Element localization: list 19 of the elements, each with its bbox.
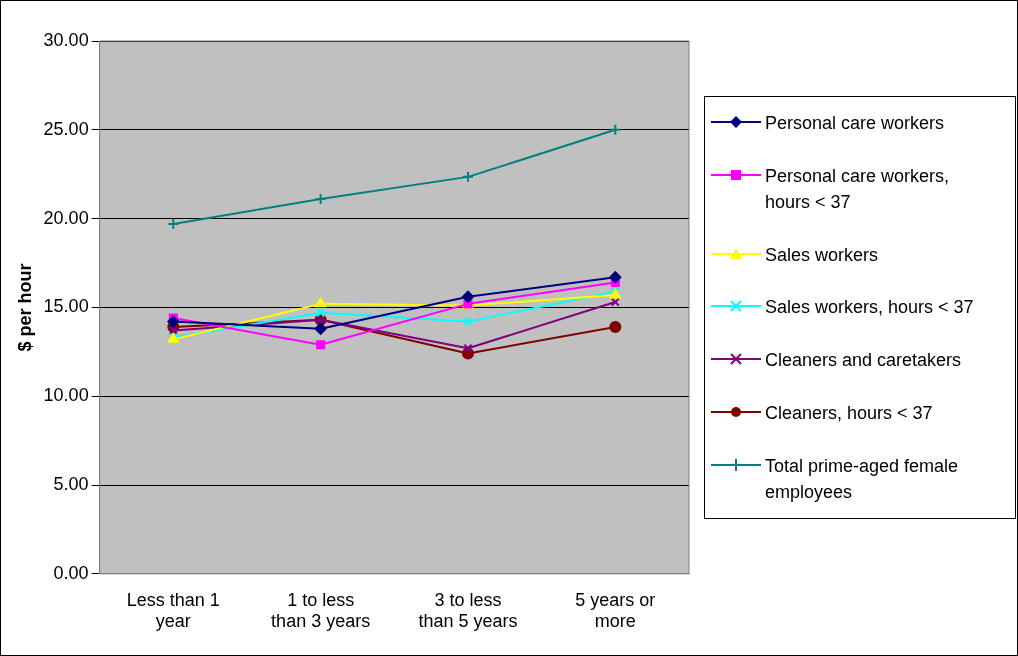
y-tick-label: 25.00 (43, 118, 89, 139)
legend-label: Personal care workers, hours < 37 (765, 165, 951, 215)
legend-label: Cleaners and caretakers (765, 349, 962, 373)
legend-label: Sales workers (765, 243, 879, 267)
x-tick-label: Less than 1 year (126, 589, 220, 632)
y-tick-label: 5.00 (53, 473, 89, 494)
x-tick-label: 5 years or more (575, 589, 656, 632)
y-tick-label: 10.00 (43, 385, 89, 406)
legend-label: Personal care workers (765, 112, 945, 136)
x-tick-label: 1 to less than 3 years (271, 589, 371, 632)
y-tick-label: 20.00 (43, 207, 89, 228)
legend-label: Total prime-aged female employees (765, 454, 960, 504)
legend-label: Sales workers, hours < 37 (765, 296, 974, 320)
legend-label: Cleaners, hours < 37 (765, 401, 933, 425)
y-tick-label: 0.00 (53, 562, 89, 583)
y-tick-label: 15.00 (43, 296, 89, 317)
x-tick-label: 3 to less than 5 years (418, 589, 518, 632)
y-axis-title: $ per hour (14, 263, 35, 352)
y-tick-label: 30.00 (43, 29, 89, 50)
